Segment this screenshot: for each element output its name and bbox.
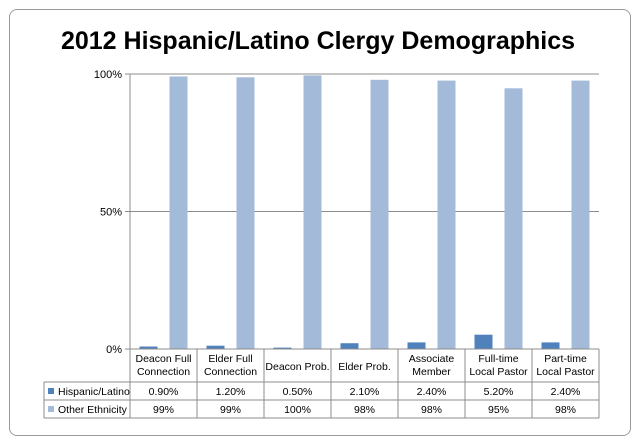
bar-hispanic-latino — [273, 347, 292, 349]
y-tick-label: 100% — [94, 69, 122, 81]
data-label: 100% — [284, 404, 311, 416]
category-label: Connection — [204, 366, 257, 378]
data-label: 98% — [354, 404, 375, 416]
category-label: Local Pastor — [536, 366, 595, 378]
bar-other-ethnicity — [303, 75, 322, 349]
bar-other-ethnicity — [437, 80, 456, 349]
bar-other-ethnicity — [169, 76, 188, 349]
category-label: Deacon Full — [135, 353, 191, 365]
bar-other-ethnicity — [571, 80, 590, 349]
legend-swatch — [48, 388, 54, 394]
data-label: 5.20% — [484, 386, 514, 398]
data-label: 0.90% — [149, 386, 179, 398]
data-label: 0.50% — [283, 386, 313, 398]
bar-hispanic-latino — [206, 345, 225, 349]
gridlines — [125, 73, 599, 350]
category-label: Elder Prob. — [338, 361, 391, 373]
legend-label: Hispanic/Latino — [58, 386, 130, 398]
bar-hispanic-latino — [474, 334, 493, 349]
bar-other-ethnicity — [236, 77, 255, 350]
category-label: Member — [412, 366, 451, 378]
bars — [139, 75, 590, 350]
category-label: Full-time — [478, 353, 518, 365]
data-label: 99% — [153, 404, 174, 416]
data-label: 98% — [555, 404, 576, 416]
bar-hispanic-latino — [541, 342, 560, 349]
data-label: 99% — [220, 404, 241, 416]
data-label: 2.40% — [551, 386, 581, 398]
data-label: 2.40% — [417, 386, 447, 398]
category-label: Local Pastor — [469, 366, 528, 378]
y-axis-ticks: 0% 50% 100% — [94, 69, 122, 356]
bar-other-ethnicity — [504, 88, 523, 350]
category-label: Part-time — [544, 353, 587, 365]
legend-swatch — [48, 406, 54, 412]
y-tick-label: 50% — [100, 207, 122, 219]
category-label: Associate — [409, 353, 455, 365]
y-tick-label: 0% — [106, 344, 122, 356]
category-label: Connection — [137, 366, 190, 378]
data-label: 98% — [421, 404, 442, 416]
data-label: 2.10% — [350, 386, 380, 398]
bar-other-ethnicity — [370, 79, 389, 350]
bar-hispanic-latino — [407, 342, 426, 349]
legend-label: Other Ethnicity — [58, 404, 128, 416]
bar-hispanic-latino — [340, 343, 359, 349]
bar-hispanic-latino — [139, 346, 158, 349]
data-label: 95% — [488, 404, 509, 416]
data-label: 1.20% — [216, 386, 246, 398]
chart-title: 2012 Hispanic/Latino Clergy Demographics — [61, 27, 575, 55]
category-label: Elder Full — [208, 353, 252, 365]
category-label: Deacon Prob. — [265, 361, 329, 373]
